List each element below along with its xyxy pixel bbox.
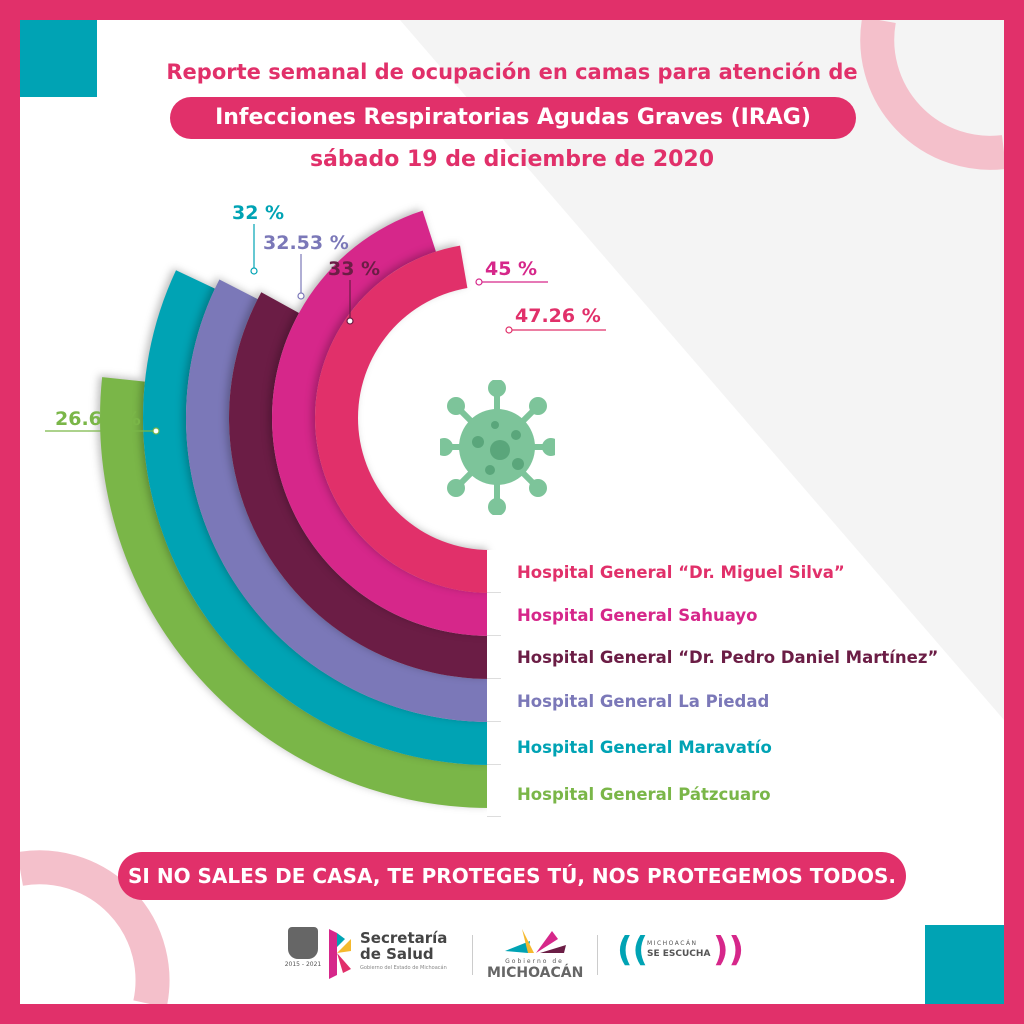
title-pill: Infecciones Respiratorias Agudas Graves …: [170, 97, 856, 139]
legend-strip: [487, 636, 501, 679]
escucha-line1: MICHOACÁN: [647, 940, 698, 947]
gobierno-michoacan-logo: Gobierno de MICHOACÁN: [487, 925, 584, 985]
secretaria-salud-logo: Secretaría de Salud Gobierno del Estado d…: [325, 925, 465, 985]
bar-0: [314, 245, 490, 594]
legend-strip: [487, 765, 501, 817]
bar-2: [228, 292, 491, 679]
label-maravatio: 32 %: [232, 202, 285, 224]
sound-wave-left-icon: ((: [617, 930, 649, 970]
legend-item-pedro-daniel: Hospital General “Dr. Pedro Daniel Martí…: [517, 648, 939, 667]
title-line1: Reporte semanal de ocupación en camas pa…: [166, 60, 858, 84]
slogan-banner: SI NO SALES DE CASA, TE PROTEGES TÚ, NOS…: [118, 852, 906, 900]
bar-1: [272, 210, 490, 636]
bar-5: [99, 377, 490, 808]
legend-item-patzcuaro: Hospital General Pátzcuaro: [517, 785, 771, 804]
legend-strip: [487, 722, 501, 765]
bar-3: [185, 279, 490, 722]
report-date: sábado 19 de diciembre de 2020: [309, 147, 715, 172]
michoacan-se-escucha-logo: (( MICHOACÁN SE ESCUCHA )): [617, 930, 747, 980]
label-sahuayo: 45 %: [485, 258, 538, 280]
label-la-piedad: 32.53 %: [263, 232, 349, 254]
bar-4: [143, 270, 490, 765]
salud-subtitle: Gobierno del Estado de Michoacán: [360, 965, 447, 971]
salud-k-icon: [329, 929, 351, 979]
escucha-line2: SE ESCUCHA: [647, 949, 711, 959]
legend-item-la-piedad: Hospital General La Piedad: [517, 692, 770, 711]
gob-big: MICHOACÁN: [487, 965, 584, 981]
decor-diagonal-shade: [400, 20, 1004, 720]
sound-wave-right-icon: )): [713, 930, 745, 970]
divider: [472, 935, 473, 975]
michoacan-star-icon: [504, 929, 566, 953]
decor-square-teal: [20, 20, 97, 97]
decor-ring: [860, 20, 1004, 170]
legend-item-maravatio: Hospital General Maravatío: [517, 738, 772, 757]
label-pedro-daniel: 33 %: [328, 258, 381, 280]
label-patzcuaro: 26.67 %: [55, 408, 141, 430]
legend-strip: [487, 679, 501, 722]
divider: [597, 935, 598, 975]
legend-strip: [487, 593, 501, 636]
salud-line2: de Salud: [360, 945, 434, 963]
legend-item-sahuayo: Hospital General Sahuayo: [517, 606, 758, 625]
salud-line1: Secretaría: [360, 929, 448, 947]
label-miguel-silva: 47.26 %: [515, 305, 601, 327]
decor-square-teal: [925, 925, 1004, 1004]
virus-icon: [440, 380, 555, 515]
decor-ring: [20, 850, 170, 1004]
escudo-logo: 2015 - 2021: [283, 925, 323, 985]
legend-item-miguel-silva: Hospital General “Dr. Miguel Silva”: [517, 563, 845, 582]
escudo-icon: [288, 927, 318, 959]
legend-strip: [487, 550, 501, 593]
gob-small: Gobierno de: [505, 958, 564, 965]
escudo-years: 2015 - 2021: [284, 961, 322, 968]
